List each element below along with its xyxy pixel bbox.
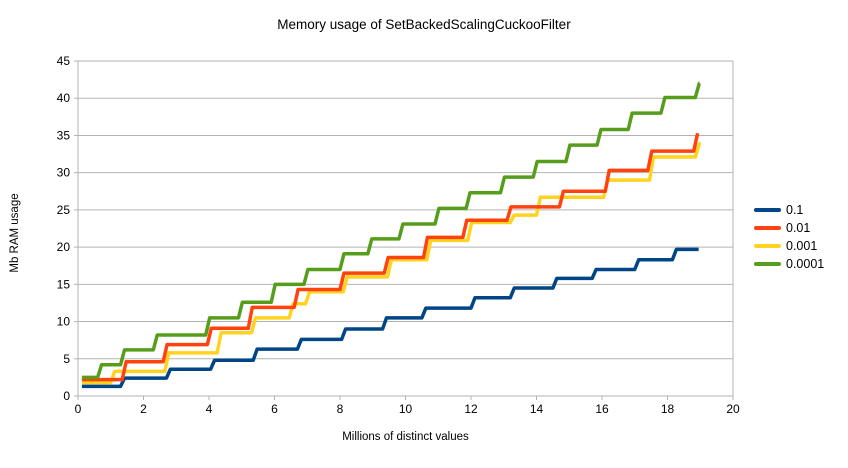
x-tick-label: 0 [75, 402, 82, 416]
x-tick-label: 12 [464, 402, 478, 416]
legend-label: 0.1 [786, 203, 804, 217]
x-axis-title: Millions of distinct values [342, 431, 469, 443]
legend-swatch-icon [754, 225, 781, 231]
x-tick-label: 14 [530, 402, 544, 416]
y-tick-label: 10 [57, 315, 71, 329]
legend-item-0.0001: 0.0001 [754, 255, 824, 273]
x-tick-label: 6 [271, 402, 278, 416]
legend-swatch-icon [754, 261, 781, 267]
legend-label: 0.001 [786, 239, 818, 253]
x-tick-label: 10 [399, 402, 413, 416]
y-axis-title: Mb RAM usage [9, 193, 21, 273]
legend-label: 0.01 [786, 221, 811, 235]
y-tick-label: 20 [57, 240, 71, 254]
y-tick-label: 25 [57, 203, 71, 217]
legend-swatch-icon [754, 243, 781, 249]
x-tick-label: 2 [140, 402, 147, 416]
y-tick-label: 35 [57, 128, 71, 142]
legend-swatch-icon [754, 207, 781, 213]
chart-title: Memory usage of SetBackedScalingCuckooFi… [277, 17, 571, 32]
y-tick-label: 5 [63, 352, 70, 366]
series-line-0.01 [81, 132, 700, 382]
x-tick-label: 4 [206, 402, 213, 416]
legend-item-0.001: 0.001 [754, 237, 824, 255]
x-tick-label: 18 [661, 402, 675, 416]
y-tick-label: 15 [57, 277, 71, 291]
series-line-0.0001 [81, 81, 702, 380]
legend: 0.1 0.01 0.001 0.0001 [754, 201, 824, 273]
x-tick-label: 20 [726, 402, 740, 416]
legend-label: 0.0001 [786, 257, 825, 271]
x-tick-label: 8 [337, 402, 344, 416]
y-tick-label: 0 [63, 389, 70, 403]
y-tick-label: 30 [57, 166, 71, 180]
legend-item-0.1: 0.1 [754, 201, 824, 219]
x-tick-label: 16 [595, 402, 609, 416]
series-line-0.1 [81, 247, 699, 389]
y-tick-label: 40 [57, 91, 71, 105]
y-tick-label: 45 [57, 54, 71, 68]
legend-item-0.01: 0.01 [754, 219, 824, 237]
